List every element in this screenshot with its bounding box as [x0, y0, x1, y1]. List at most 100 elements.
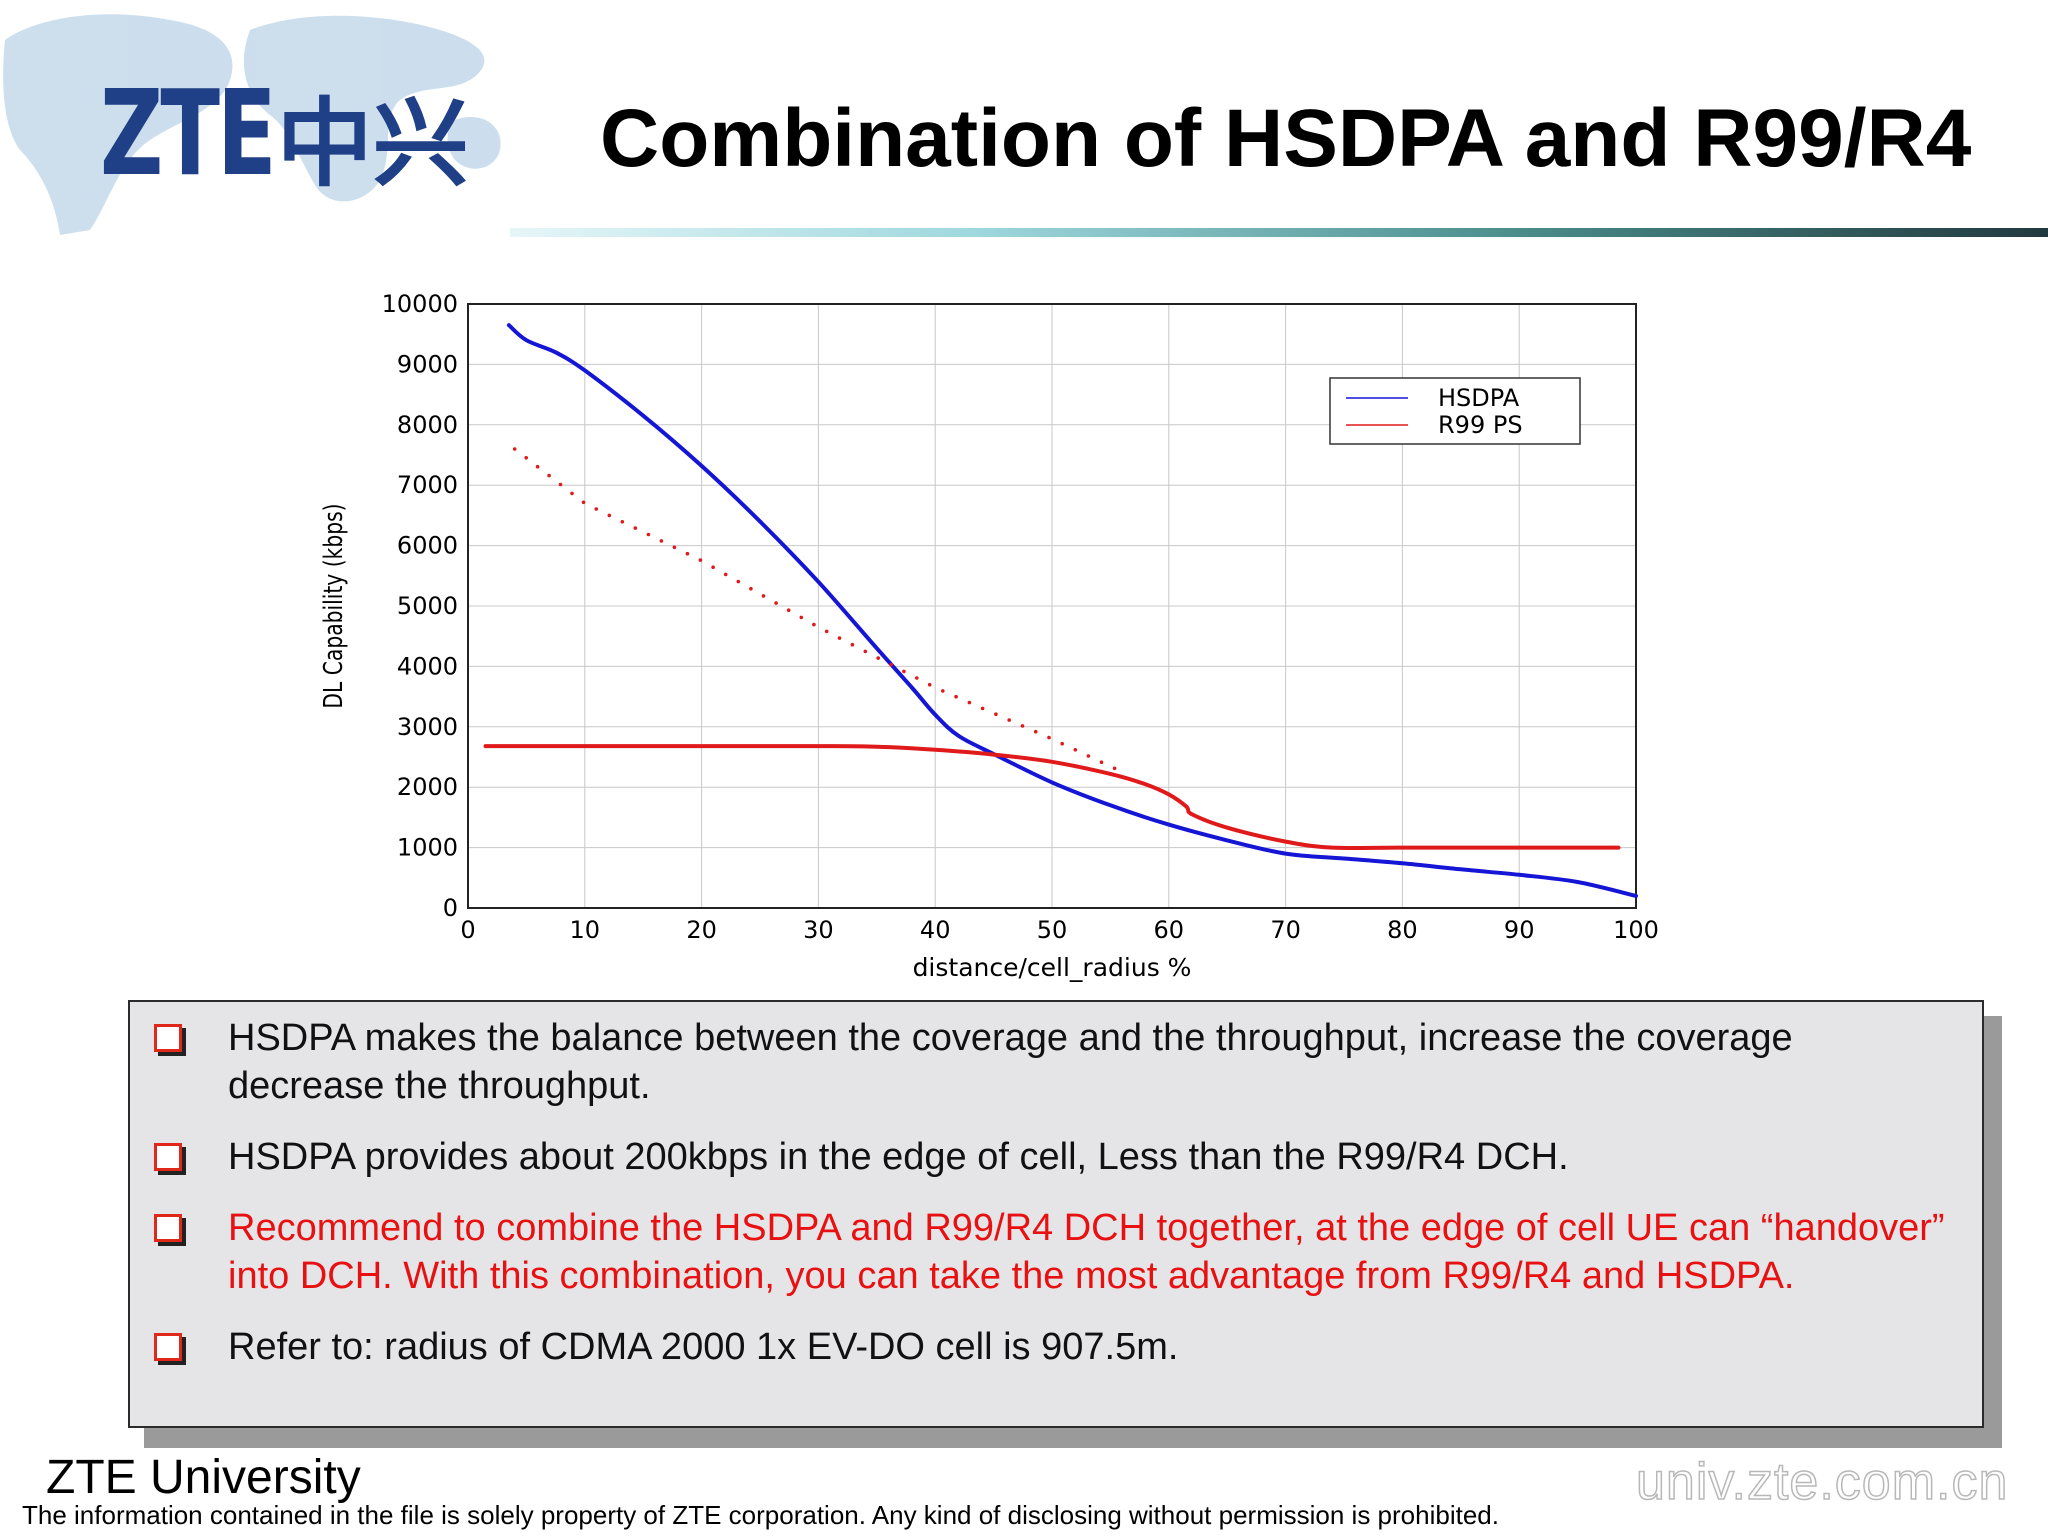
dotted-series-point [685, 551, 690, 556]
dotted-series-point [620, 520, 625, 524]
y-tick-label: 5000 [397, 592, 458, 620]
checkbox-bullet-icon [154, 1214, 182, 1242]
dotted-series-point [581, 500, 586, 505]
y-tick-label: 10000 [382, 290, 458, 318]
zte-logo: ZTE 中兴 [100, 52, 469, 192]
dotted-series-point [994, 712, 998, 716]
y-tick-label: 8000 [397, 411, 458, 439]
dotted-series-point [967, 700, 972, 705]
dotted-series-point [761, 594, 766, 598]
dotted-series-point [512, 447, 517, 451]
dotted-series-point [876, 656, 880, 660]
dotted-series-point [889, 662, 893, 667]
dotted-series-point [1020, 724, 1025, 728]
dotted-series-point [1099, 760, 1104, 764]
notes-textbox: HSDPA makes the balance between the cove… [128, 1000, 1984, 1428]
x-tick-label: 80 [1387, 916, 1418, 944]
bullet-item-highlighted: Recommend to combine the HSDPA and R99/R… [130, 1204, 1982, 1300]
y-tick-label: 9000 [397, 350, 458, 378]
series-line-hsdpa [506, 323, 1638, 898]
dotted-series-point [659, 539, 664, 543]
chart-series [483, 323, 1638, 898]
bullet-text: Refer to: radius of CDMA 2000 1x EV-DO c… [228, 1326, 1179, 1368]
y-tick-label: 4000 [397, 652, 458, 680]
x-tick-label: 50 [1037, 916, 1068, 944]
dotted-series-point [915, 676, 919, 680]
y-tick-label: 0 [443, 894, 458, 922]
x-tick-label: 60 [1154, 916, 1185, 944]
y-tick-label: 3000 [397, 713, 458, 741]
plot-frame [467, 303, 1637, 909]
page-title: Combination of HSDPA and R99/R4 [600, 93, 1972, 184]
checkbox-bullet-icon [154, 1143, 182, 1171]
bullet-text: Recommend to combine the HSDPA and R99/R… [228, 1207, 1945, 1297]
dotted-series-point [863, 649, 868, 654]
x-axis-label: distance/cell_radius % [913, 953, 1192, 982]
dotted-series-point [980, 706, 985, 711]
legend-label-r99-ps: R99 PS [1438, 411, 1523, 439]
dotted-series-point [837, 636, 842, 640]
dotted-series-point [736, 579, 741, 584]
dotted-series-point [524, 456, 528, 460]
dotted-series-point [711, 565, 715, 569]
x-tick-label: 30 [803, 916, 834, 944]
dotted-series-point [954, 694, 958, 699]
logo-text-cjk: 中兴 [276, 88, 469, 200]
dotted-series-point [1112, 766, 1117, 771]
bullet-item: HSDPA makes the balance between the cove… [130, 1014, 1982, 1110]
dotted-series-point [799, 615, 804, 620]
dotted-series-point [646, 532, 651, 537]
x-tick-label: 40 [920, 916, 951, 944]
y-tick-label: 6000 [397, 532, 458, 560]
dotted-series-point [1007, 718, 1011, 722]
y-tick-label: 7000 [397, 471, 458, 499]
legend-label-hsdpa: HSDPA [1438, 384, 1520, 412]
x-tick-label: 10 [570, 916, 601, 944]
dotted-series-point [535, 464, 540, 469]
x-tick-label: 0 [460, 916, 475, 944]
dotted-series-point [558, 482, 563, 487]
dotted-series-point [1033, 729, 1038, 734]
dotted-series-point [547, 473, 551, 478]
dotted-series-point [698, 558, 703, 562]
dotted-series-point [786, 608, 791, 612]
title-divider [510, 228, 2048, 237]
footer-confidentiality-notice: The information contained in the file is… [22, 1500, 1499, 1530]
dotted-series-point [812, 622, 816, 627]
dotted-series-point [1086, 754, 1091, 758]
logo-text-latin: ZTE [100, 64, 277, 202]
dl-capability-chart: 0 10 20 30 40 50 60 70 80 90 100010002000300040005… [319, 290, 1659, 982]
dotted-series-point [824, 629, 829, 634]
x-tick-label: 20 [686, 916, 717, 944]
dotted-reference-series [512, 447, 1117, 771]
chart-legend: HSDPA R99 PS [1329, 377, 1581, 445]
bullet-item: Refer to: radius of CDMA 2000 1x EV-DO c… [130, 1323, 1982, 1371]
slide-header: ZTE 中兴 Combination of HSDPA and R99/R4 [0, 0, 2048, 240]
bullet-text: HSDPA provides about 200kbps in the edge… [228, 1136, 1569, 1178]
dotted-series-point [902, 669, 906, 674]
dotted-series-point [594, 507, 599, 511]
checkbox-bullet-icon [154, 1024, 182, 1052]
y-tick-label: 2000 [397, 773, 458, 801]
checkbox-bullet-icon [154, 1333, 182, 1361]
dotted-series-point [633, 526, 638, 530]
x-tick-label: 90 [1504, 916, 1535, 944]
dotted-series-point [1047, 735, 1051, 740]
dotted-series-point [672, 545, 677, 550]
dotted-series-point [723, 572, 728, 577]
bullet-list: HSDPA makes the balance between the cove… [130, 1014, 1982, 1394]
y-tick-label: 1000 [397, 834, 458, 862]
dotted-series-point [927, 682, 932, 687]
dotted-series-point [1073, 748, 1078, 752]
dotted-series-point [607, 513, 612, 518]
footer-brand: ZTE University [46, 1451, 361, 1504]
legend-box [1329, 377, 1581, 445]
footer-url: univ.zte.com.cn [1635, 1452, 2009, 1512]
bullet-item: HSDPA provides about 200kbps in the edge… [130, 1133, 1982, 1181]
dotted-series-point [941, 689, 945, 693]
axis-ticks: 0 10 20 30 40 50 60 70 80 90 100010002000300040005… [382, 290, 1659, 944]
x-tick-label: 70 [1270, 916, 1301, 944]
world-map-background [3, 14, 501, 235]
dotted-series-point [749, 586, 753, 591]
y-axis-label: DL Capability (kbps) [319, 503, 349, 708]
